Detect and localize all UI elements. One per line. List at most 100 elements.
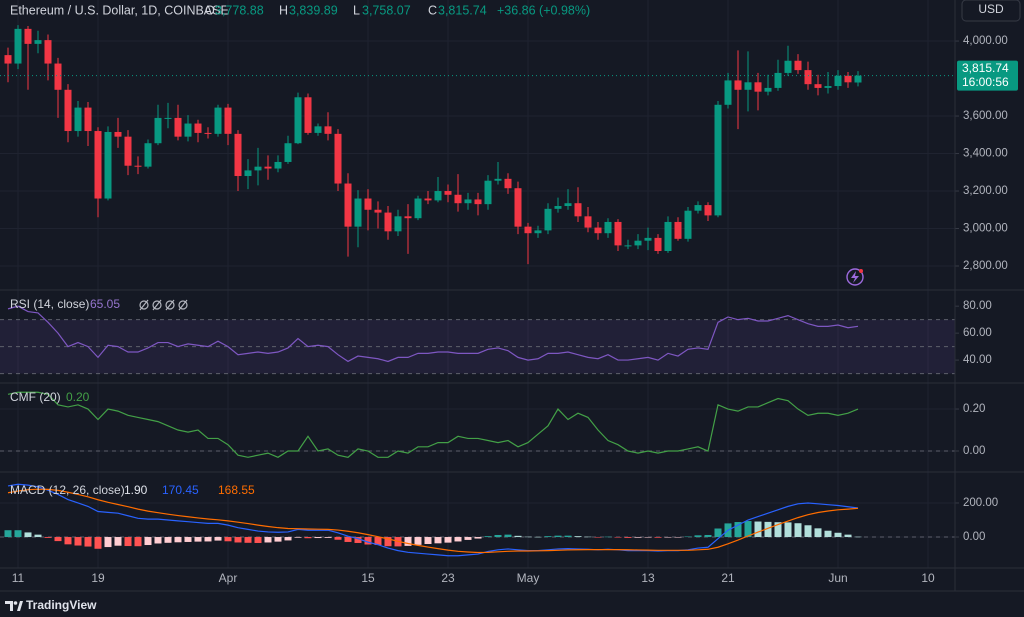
currency-button[interactable]: USD <box>961 0 1021 22</box>
histogram-bar <box>424 537 432 544</box>
histogram-bar <box>694 535 702 538</box>
y-tick-label: 2,800.00 <box>963 260 1008 272</box>
indicator-title: MACD (12, 26, close) <box>10 483 125 497</box>
hidden-values-icons <box>139 299 188 311</box>
histogram-bar <box>234 537 242 543</box>
histogram-bar <box>184 537 192 542</box>
histogram-bar <box>144 537 152 546</box>
candle-body <box>84 107 92 132</box>
alert-icon-ring[interactable] <box>846 268 864 286</box>
histogram-bar <box>334 537 342 540</box>
candle-body <box>584 216 592 228</box>
candle-body <box>534 230 542 234</box>
histogram-bar <box>704 534 712 538</box>
y-tick-label: 3,000.00 <box>963 223 1008 235</box>
candle-body <box>364 198 372 210</box>
candle-body <box>54 63 62 90</box>
candle-body <box>234 133 242 177</box>
candle-body <box>214 107 222 134</box>
candle-body <box>674 221 682 239</box>
candle-body <box>454 194 462 204</box>
price-tag-price: 3,815.74 <box>962 61 1009 75</box>
currency-button-box[interactable] <box>961 0 1021 22</box>
alert-icon[interactable] <box>846 268 864 286</box>
candle-body <box>794 60 802 71</box>
histogram-bar <box>734 522 742 538</box>
histogram-bar <box>384 537 392 547</box>
indicator-title: RSI (14, close) <box>10 297 89 311</box>
candle-body <box>824 86 832 88</box>
candle-body <box>514 188 522 227</box>
histogram-bar <box>194 537 202 542</box>
histogram-bar <box>634 537 642 538</box>
y-tick-label: 80.00 <box>963 300 992 312</box>
price-tag-countdown: 16:00:56 <box>962 75 1009 89</box>
histogram-bar <box>474 537 482 539</box>
histogram-bar <box>554 535 562 538</box>
histogram-bar <box>664 537 672 538</box>
brand: TradingView <box>5 598 97 612</box>
candle-body <box>114 131 122 137</box>
histogram-bar <box>834 532 842 538</box>
histogram-bar <box>544 536 552 538</box>
price-tag-box <box>957 60 1018 91</box>
hidden-icon <box>152 300 162 310</box>
histogram-bar <box>594 537 602 538</box>
histogram-bar <box>494 534 502 538</box>
histogram-bar <box>24 532 32 538</box>
candle-body <box>694 205 702 211</box>
histogram-bar <box>744 521 752 538</box>
histogram-bar <box>794 523 802 538</box>
histogram-bar <box>504 534 512 538</box>
x-tick-label: 11 <box>12 571 25 585</box>
histogram-bar <box>414 537 422 545</box>
histogram-bar <box>324 537 332 538</box>
y-tick-label: 200.00 <box>963 497 998 509</box>
indicator-value: 0.20 <box>66 390 90 404</box>
alert-icon-bolt[interactable] <box>851 271 859 283</box>
histogram-bar <box>464 537 472 540</box>
alert-icon-dot <box>859 269 863 273</box>
brand-logo <box>5 601 13 611</box>
candle-body <box>594 227 602 234</box>
histogram-bar <box>4 530 12 538</box>
indicator-line <box>7 391 859 458</box>
indicator-value: 65.05 <box>90 297 120 311</box>
candle-body <box>774 72 782 88</box>
histogram-bar <box>314 537 322 539</box>
candle-body <box>644 237 652 241</box>
candle-body <box>504 178 512 189</box>
histogram-bar <box>124 537 132 547</box>
histogram-bar <box>244 537 252 543</box>
histogram-bar <box>304 537 312 539</box>
candle-body <box>4 55 12 64</box>
candle-body <box>24 28 32 44</box>
hidden-icon <box>139 300 149 310</box>
x-tick-label: 15 <box>361 571 375 585</box>
histogram-bar <box>224 537 232 542</box>
histogram-bar <box>354 537 362 543</box>
histogram-bar <box>644 537 652 538</box>
histogram-bar <box>54 537 62 542</box>
candle-body <box>264 166 272 169</box>
candle-body <box>574 203 582 217</box>
x-tick-label: 21 <box>721 571 735 585</box>
histogram-bar <box>104 537 112 548</box>
hidden-icon-slash <box>139 299 149 311</box>
candle-body <box>664 221 672 252</box>
histogram-bar <box>374 537 382 546</box>
ohlc-value: 3,839.89 <box>289 3 338 17</box>
candle-body <box>164 117 172 119</box>
ohlc-key: O <box>205 3 215 17</box>
candle-body <box>624 245 632 247</box>
candle-body <box>544 208 552 231</box>
x-tick-label: Apr <box>219 571 238 585</box>
histogram-bar <box>714 528 722 538</box>
currency-label[interactable]: USD <box>978 2 1004 16</box>
indicator-value: 1.90 <box>124 483 148 497</box>
candle-body <box>254 166 262 171</box>
histogram-bar <box>84 537 92 547</box>
candle-body <box>14 28 22 64</box>
candle-body <box>804 70 812 85</box>
